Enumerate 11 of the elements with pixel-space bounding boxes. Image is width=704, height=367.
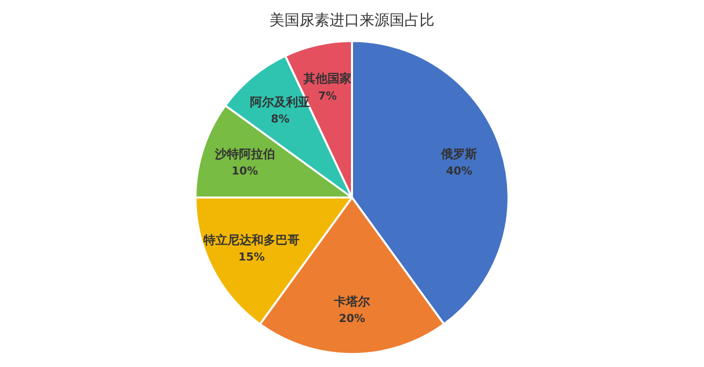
data-label: 8% xyxy=(270,112,290,126)
slice-label: 卡塔尔 xyxy=(333,294,371,308)
chart-title: 美国尿素进口来源国占比 xyxy=(270,10,434,29)
data-label: 10% xyxy=(232,164,258,178)
data-label: 20% xyxy=(338,312,366,326)
slice-label: 俄罗斯 xyxy=(440,146,478,161)
data-label: 15% xyxy=(238,250,265,264)
slice-label: 特立尼达和多巴哥 xyxy=(202,232,300,247)
data-label: 40% xyxy=(446,164,472,178)
data-label: 7% xyxy=(318,89,337,102)
slice-label: 沙特阿拉伯 xyxy=(214,146,275,161)
